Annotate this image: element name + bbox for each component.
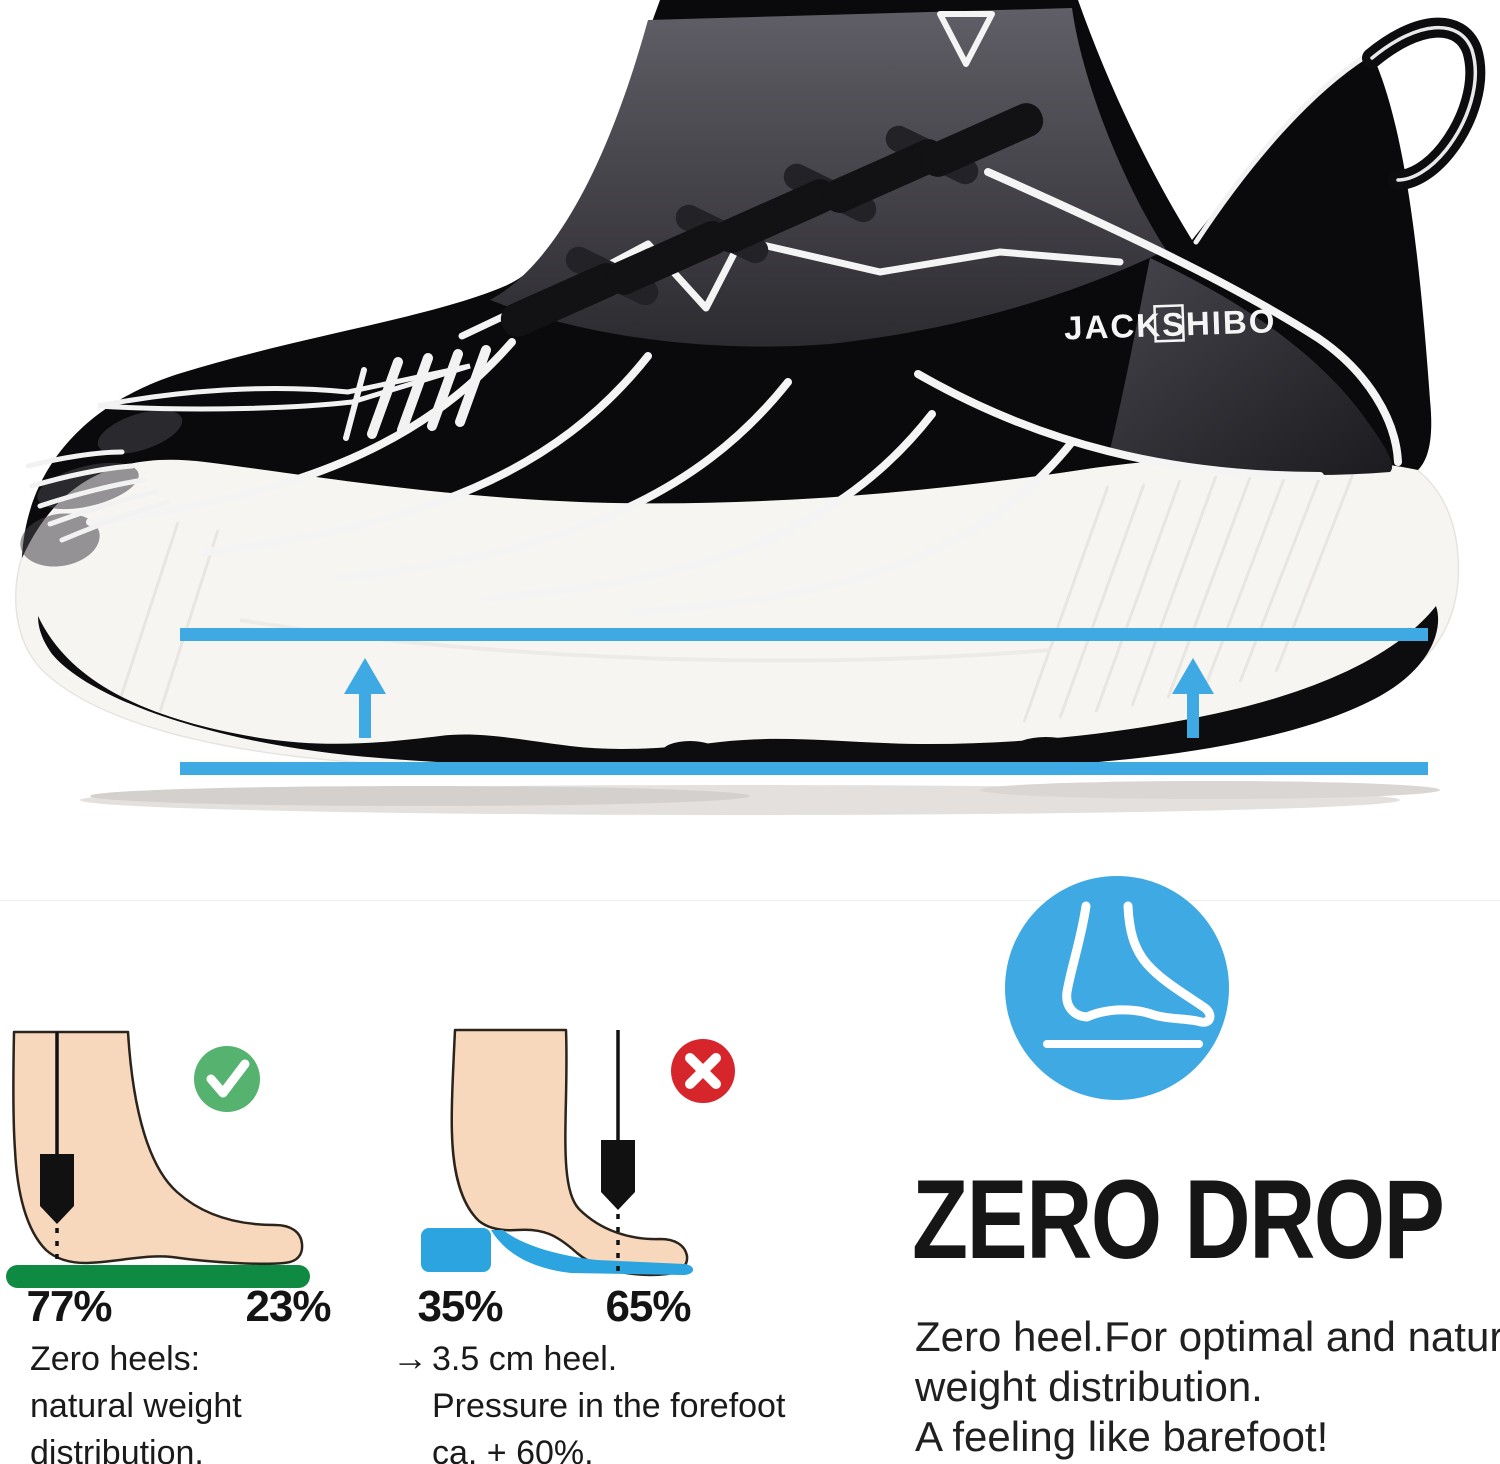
shoe-photo: JACKSHIBO — [14, 0, 1486, 815]
heeled-sole — [491, 1230, 694, 1275]
caption-line: distribution. — [30, 1434, 204, 1464]
outsole-lug — [662, 741, 718, 763]
brand-s-box — [1153, 304, 1185, 343]
up-arrow-icon — [1172, 658, 1214, 738]
sole-measure-line-bottom — [180, 762, 1428, 775]
zero-heel-figure: 77% 23% — [6, 1030, 332, 1331]
ground-shadow — [80, 781, 1440, 815]
brand-logo: JACKSHIBO — [1064, 302, 1278, 346]
description-line: A feeling like barefoot! — [915, 1413, 1329, 1460]
heeled-shoe-figure: 35% 65% — [417, 1028, 735, 1331]
zero-drop-annotations — [180, 628, 1428, 775]
toe-percentage: 23% — [245, 1282, 330, 1331]
caption-line: → 3.5 cm heel. — [392, 1336, 792, 1383]
tongue-logo-icon — [937, 11, 995, 67]
check-icon — [194, 1046, 260, 1112]
heel-panel — [1110, 258, 1393, 476]
cross-icon — [671, 1039, 735, 1103]
up-arrow-icon — [344, 658, 386, 738]
laces — [500, 103, 1044, 337]
midsole-texture — [118, 465, 1358, 723]
plumb-weight — [601, 1140, 635, 1210]
description-line: weight distribution. — [915, 1363, 1263, 1410]
sole-measure-line-top — [180, 628, 1428, 641]
caption-text: 3.5 cm heel. — [432, 1340, 618, 1378]
foot-illustration — [12, 1030, 304, 1265]
heel-percentage: 35% — [417, 1282, 502, 1331]
brand-text: JACKSHIBO — [1064, 302, 1278, 346]
zero-heel-caption: Zero heels: natural weight distribution. — [30, 1336, 370, 1464]
flat-sole-bar — [6, 1265, 310, 1288]
hero-photo-section: JACKSHIBO — [0, 0, 1500, 901]
toe-percentage: 65% — [605, 1282, 690, 1331]
caption-line: Zero heels: — [30, 1340, 201, 1378]
caption-line: ca. + 60%. — [432, 1434, 594, 1464]
caption-line: natural weight — [30, 1387, 242, 1425]
heel-percentage: 77% — [26, 1282, 111, 1331]
heel-block — [421, 1228, 491, 1272]
plumb-weight — [40, 1154, 74, 1224]
outsole-lug — [1014, 737, 1078, 759]
heel-pull-tab — [1362, 17, 1486, 190]
heeled-shoe-caption: → 3.5 cm heel. Pressure in the forefoot c… — [392, 1336, 792, 1464]
feature-title: ZERO DROP — [912, 1157, 1445, 1282]
toe-wing-graphic — [25, 345, 491, 543]
heeled-shoe-diagram: 35% 65% — [385, 1022, 765, 1332]
caption-line: Pressure in the forefoot — [432, 1387, 786, 1425]
barefoot-icon — [1005, 876, 1229, 1100]
feature-description: Zero heel.For optimal and natural weight… — [915, 1312, 1500, 1462]
zero-heel-diagram: 77% 23% — [0, 1022, 380, 1332]
description-line: Zero heel.For optimal and natural — [915, 1313, 1500, 1360]
heel-piping — [914, 53, 1402, 480]
arrow-right-icon: → — [392, 1337, 428, 1378]
